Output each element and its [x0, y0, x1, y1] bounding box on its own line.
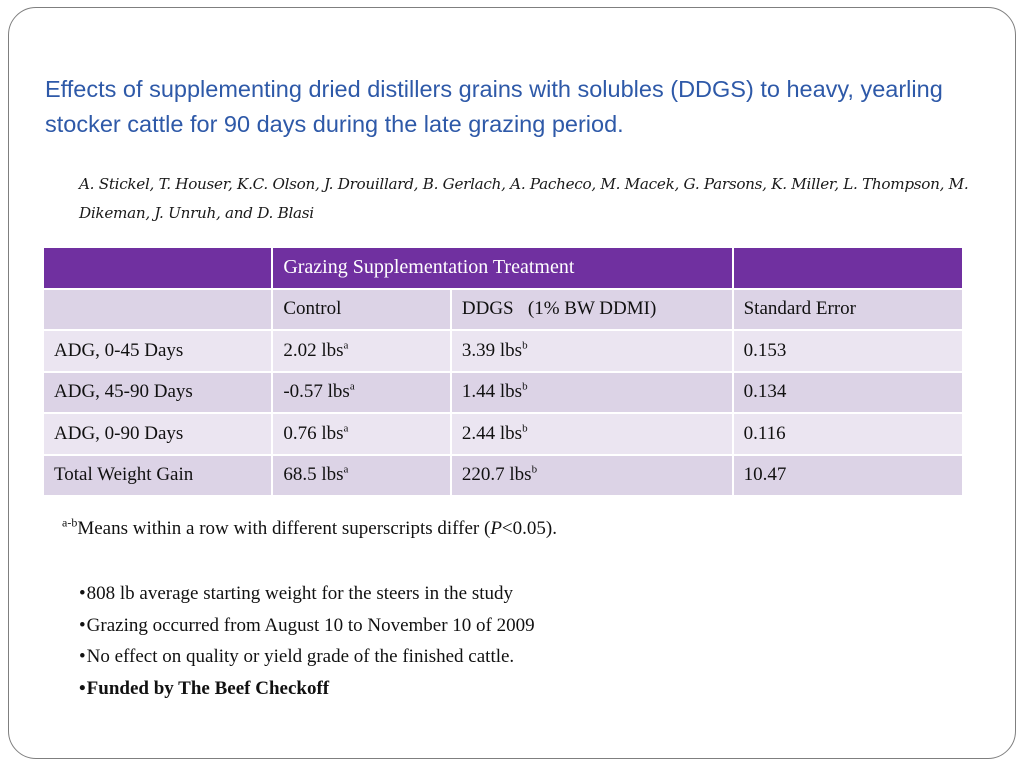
table-subheader-row: Control DDGS (1% BW DDMI) Standard Error	[41, 287, 965, 331]
table-row: Total Weight Gain 68.5 lbsa 220.7 lbsb 1…	[41, 453, 965, 497]
list-item: •No effect on quality or yield grade of …	[79, 646, 515, 667]
footnote-text-before: Means within a row with different supers…	[77, 518, 491, 539]
ddgs-value: 3.39 lbsb	[449, 329, 734, 373]
header-cell-treatment: Grazing Supplementation Treatment	[271, 246, 734, 290]
standard-error-value: 10.47	[731, 453, 965, 497]
ddgs-value: 1.44 lbsb	[449, 370, 734, 414]
list-item: •808 lb average starting weight for the …	[79, 583, 513, 604]
list-item: •Funded by The Beef Checkoff	[79, 677, 330, 699]
row-label: ADG, 0-90 Days	[41, 412, 274, 456]
subheader-cell-control: Control	[271, 287, 452, 331]
bullet-icon: •	[79, 677, 86, 699]
header-cell-empty	[41, 246, 274, 290]
bullet-list: •808 lb average starting weight for the …	[79, 578, 535, 704]
subheader-cell-empty	[41, 287, 274, 331]
significance-footnote: a-bMeans within a row with different sup…	[62, 515, 557, 540]
author-list: A. Stickel, T. Houser, K.C. Olson, J. Dr…	[79, 175, 969, 222]
row-label: ADG, 45-90 Days	[41, 370, 274, 414]
table-row: ADG, 0-90 Days 0.76 lbsa 2.44 lbsb 0.116	[41, 412, 965, 456]
standard-error-value: 0.153	[731, 329, 965, 373]
ddgs-value: 220.7 lbsb	[449, 453, 734, 497]
row-label: Total Weight Gain	[41, 453, 274, 497]
header-cell-empty-right	[731, 246, 965, 290]
footnote-text-after: <0.05).	[501, 518, 557, 539]
control-value: 0.76 lbsa	[271, 412, 452, 456]
slide-title: Effects of supplementing dried distiller…	[45, 76, 943, 137]
ddgs-value: 2.44 lbsb	[449, 412, 734, 456]
subheader-cell-standard-error: Standard Error	[731, 287, 965, 331]
bullet-icon: •	[79, 583, 86, 604]
footnote-superscript: a-b	[62, 515, 78, 530]
control-value: -0.57 lbsa	[271, 370, 452, 414]
control-value: 2.02 lbsa	[271, 329, 452, 373]
standard-error-value: 0.116	[731, 412, 965, 456]
list-item: •Grazing occurred from August 10 to Nove…	[79, 614, 535, 636]
row-label: ADG, 0-45 Days	[41, 329, 274, 373]
standard-error-value: 0.134	[731, 370, 965, 414]
footnote-p-symbol: P	[490, 518, 502, 539]
table-row: ADG, 45-90 Days -0.57 lbsa 1.44 lbsb 0.1…	[41, 370, 965, 414]
bullet-icon: •	[79, 614, 86, 636]
control-value: 68.5 lbsa	[271, 453, 452, 497]
subheader-cell-ddgs: DDGS (1% BW DDMI)	[449, 287, 734, 331]
table-row: ADG, 0-45 Days 2.02 lbsa 3.39 lbsb 0.153	[41, 329, 965, 373]
table-header-row: Grazing Supplementation Treatment	[41, 246, 965, 290]
bullet-icon: •	[79, 646, 86, 667]
results-table: Grazing Supplementation Treatment Contro…	[41, 246, 965, 497]
